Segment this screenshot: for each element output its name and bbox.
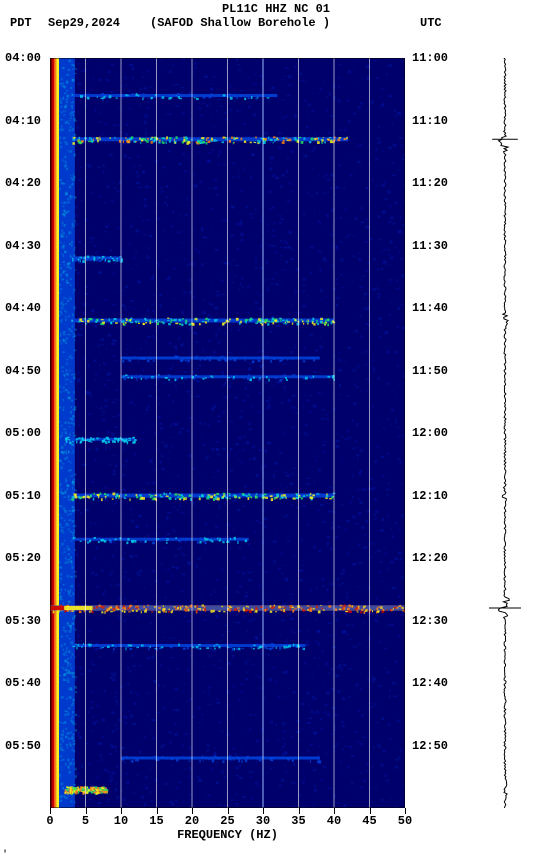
- yaxis-right-tick: 11:20: [412, 176, 448, 190]
- yaxis-right-tick: 12:40: [412, 676, 448, 690]
- yaxis-right-tick: 12:50: [412, 739, 448, 753]
- yaxis-right-tick: 12:20: [412, 551, 448, 565]
- yaxis-left-tick: 04:00: [5, 51, 41, 65]
- page-root: PL11C HHZ NC 01 PDT Sep29,2024 (SAFOD Sh…: [0, 0, 552, 864]
- seismogram-svg: [480, 58, 530, 808]
- spectrogram-plot: [50, 58, 405, 808]
- xaxis-tick-label: 40: [327, 814, 341, 828]
- xaxis-tick-label: 5: [82, 814, 89, 828]
- xaxis-tick-label: 15: [149, 814, 163, 828]
- station-title: PL11C HHZ NC 01: [0, 2, 552, 16]
- yaxis-left-tick: 04:10: [5, 114, 41, 128]
- yaxis-left-tick: 04:50: [5, 364, 41, 378]
- xaxis-label: FREQUENCY (HZ): [50, 828, 405, 842]
- tz-right-label: UTC: [420, 16, 442, 30]
- tz-left-label: PDT: [10, 16, 32, 30]
- footer-mark: ': [2, 850, 8, 861]
- yaxis-right-tick: 12:30: [412, 614, 448, 628]
- yaxis-left-tick: 05:00: [5, 426, 41, 440]
- yaxis-left-tick: 04:40: [5, 301, 41, 315]
- yaxis-right-tick: 11:10: [412, 114, 448, 128]
- yaxis-right-tick: 12:10: [412, 489, 448, 503]
- yaxis-left-tick: 05:40: [5, 676, 41, 690]
- yaxis-left-tick: 05:10: [5, 489, 41, 503]
- yaxis-right-tick: 11:50: [412, 364, 448, 378]
- xaxis-tick-label: 10: [114, 814, 128, 828]
- date-label: Sep29,2024: [48, 16, 120, 30]
- yaxis-right-tick: 12:00: [412, 426, 448, 440]
- yaxis-left-tick: 05:50: [5, 739, 41, 753]
- yaxis-left-ticks: 04:0004:1004:2004:3004:4004:5005:0005:10…: [5, 58, 47, 808]
- xaxis-tick-label: 20: [185, 814, 199, 828]
- yaxis-left-tick: 04:20: [5, 176, 41, 190]
- xaxis: FREQUENCY (HZ) 05101520253035404550: [50, 808, 405, 848]
- yaxis-left-tick: 04:30: [5, 239, 41, 253]
- xaxis-tick-label: 30: [256, 814, 270, 828]
- yaxis-right-tick: 11:00: [412, 51, 448, 65]
- xaxis-tick-label: 50: [398, 814, 412, 828]
- station-desc: (SAFOD Shallow Borehole ): [150, 16, 330, 30]
- seismogram-column: [480, 58, 530, 808]
- xaxis-tick-label: 0: [46, 814, 53, 828]
- yaxis-left-tick: 05:30: [5, 614, 41, 628]
- yaxis-right-tick: 11:30: [412, 239, 448, 253]
- spectrogram-svg: [50, 58, 405, 808]
- xaxis-tick-label: 25: [220, 814, 234, 828]
- yaxis-right-tick: 11:40: [412, 301, 448, 315]
- xaxis-tick-label: 45: [362, 814, 376, 828]
- yaxis-right-ticks: 11:0011:1011:2011:3011:4011:5012:0012:10…: [412, 58, 456, 808]
- xaxis-tick-label: 35: [291, 814, 305, 828]
- yaxis-left-tick: 05:20: [5, 551, 41, 565]
